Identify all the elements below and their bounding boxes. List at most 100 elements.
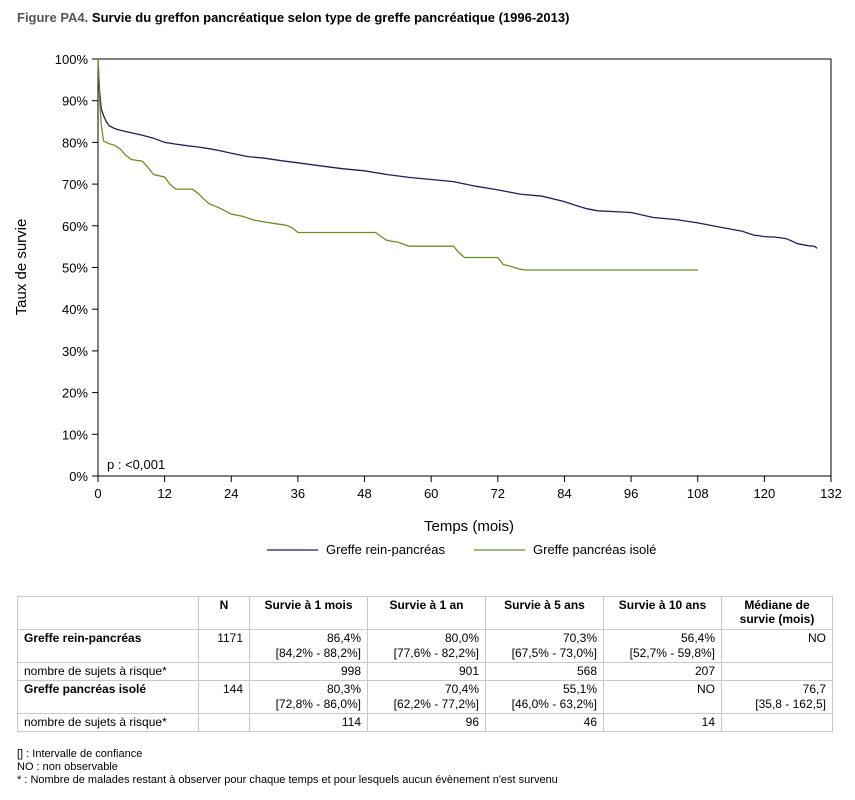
- figure-label: Figure PA4.: [17, 10, 89, 25]
- x-tick-label: 60: [424, 486, 438, 501]
- cell-ci: [67,5% - 73,0%]: [511, 646, 597, 660]
- y-tick-label: 60%: [62, 219, 88, 234]
- cell-ci: [35,8 - 162,5]: [755, 697, 826, 711]
- cell-ci: [46,0% - 63,2%]: [511, 697, 597, 711]
- plot-frame: [97, 58, 832, 477]
- cell-1-month: 114: [249, 713, 368, 732]
- table-header-5-years: Survie à 5 ans: [485, 596, 604, 630]
- cell-5-years: 70,3% [67,5% - 73,0%]: [485, 629, 604, 663]
- cell-value: 80,3%: [326, 682, 361, 696]
- cell-5-years: 568: [485, 662, 604, 681]
- table-header-1-year: Survie à 1 an: [367, 596, 486, 630]
- table-header-n: N: [198, 596, 250, 630]
- x-tick-label: 132: [820, 486, 842, 501]
- x-tick-label: 72: [491, 486, 505, 501]
- cell-n: 1171: [198, 629, 250, 663]
- x-tick-label: 0: [94, 486, 101, 501]
- y-tick-label: 90%: [62, 94, 88, 109]
- cell-1-year: 70,4% [62,2% - 77,2%]: [367, 680, 486, 714]
- survival-table: N Survie à 1 mois Survie à 1 an Survie à…: [17, 596, 833, 732]
- cell-n: 144: [198, 680, 250, 714]
- series-line-rein-pancreas: [97, 58, 818, 249]
- y-tick-label: 80%: [62, 135, 88, 150]
- figure-title: Figure PA4. Survie du greffon pancréatiq…: [17, 10, 569, 25]
- y-tick-label: 100%: [55, 52, 89, 67]
- table-row: nombre de sujets à risque* 998 901 568 2…: [17, 662, 833, 681]
- legend: Greffe rein-pancréas Greffe pancréas iso…: [267, 542, 656, 557]
- cell-value: NO: [697, 682, 715, 696]
- cell-median: NO: [721, 629, 833, 663]
- cell-value: NO: [808, 631, 826, 645]
- legend-label-pancreas-isole: Greffe pancréas isolé: [533, 542, 656, 557]
- x-tick-label: 108: [687, 486, 709, 501]
- cell-ci: [52,7% - 59,8%]: [629, 646, 715, 660]
- x-tick-label: 96: [624, 486, 638, 501]
- x-tick-label: 84: [557, 486, 571, 501]
- cell-n: [198, 713, 250, 732]
- cell-ci: [62,2% - 77,2%]: [393, 697, 479, 711]
- cell-value: 80,0%: [444, 631, 479, 645]
- figure-title-text: Survie du greffon pancréatique selon typ…: [91, 10, 570, 25]
- cell-1-month: 80,3% [72,8% - 86,0%]: [249, 680, 368, 714]
- cell-value: 70,3%: [562, 631, 597, 645]
- cell-1-month: 998: [249, 662, 368, 681]
- table-header-1-month: Survie à 1 mois: [249, 596, 368, 630]
- p-value-annotation: p : <0,001: [107, 457, 165, 472]
- row-label: nombre de sujets à risque*: [17, 662, 199, 681]
- cell-1-year: 96: [367, 713, 486, 732]
- cell-10-years: 207: [603, 662, 722, 681]
- x-tick-label: 48: [357, 486, 371, 501]
- cell-1-year: 80,0% [77,6% - 82,2%]: [367, 629, 486, 663]
- cell-value: 86,4%: [326, 631, 361, 645]
- table-header-row: N Survie à 1 mois Survie à 1 an Survie à…: [17, 596, 833, 630]
- table-header-empty: [17, 596, 199, 630]
- cell-median: 76,7 [35,8 - 162,5]: [721, 680, 833, 714]
- y-tick-label: 40%: [62, 302, 88, 317]
- series-lines: [97, 58, 818, 271]
- footnotes: [] : Intervalle de confiance NO : non ob…: [17, 748, 558, 787]
- cell-value: 56,4%: [680, 631, 715, 645]
- y-tick-label: 0%: [69, 469, 88, 484]
- x-tick-label: 12: [157, 486, 171, 501]
- x-tick-label: 36: [291, 486, 305, 501]
- cell-value: 70,4%: [444, 682, 479, 696]
- cell-median: [721, 662, 833, 681]
- cell-10-years: 14: [603, 713, 722, 732]
- y-tick-label: 30%: [62, 344, 88, 359]
- footnote-no: NO : non observable: [17, 761, 118, 773]
- table-header-10-years: Survie à 10 ans: [603, 596, 722, 630]
- row-label: Greffe pancréas isolé: [17, 680, 199, 714]
- table-row: nombre de sujets à risque* 114 96 46 14: [17, 713, 833, 732]
- x-tick-label: 120: [754, 486, 776, 501]
- row-label: Greffe rein-pancréas: [17, 629, 199, 663]
- footnote-ci: [] : Intervalle de confiance: [17, 748, 143, 760]
- cell-n: [198, 662, 250, 681]
- table-header-median: Médiane de survie (mois): [721, 596, 833, 630]
- table-row: Greffe rein-pancréas 1171 86,4% [84,2% - …: [17, 629, 833, 663]
- cell-value: 76,7: [802, 682, 826, 696]
- x-axis-title: Temps (mois): [424, 518, 514, 535]
- x-tick-label: 24: [224, 486, 238, 501]
- y-tick-label: 10%: [62, 427, 88, 442]
- footnote-at-risk: * : Nombre de malades restant à observer…: [17, 774, 558, 786]
- cell-5-years: 46: [485, 713, 604, 732]
- cell-median: [721, 713, 833, 732]
- cell-ci: [72,8% - 86,0%]: [275, 697, 361, 711]
- y-tick-label: 20%: [62, 386, 88, 401]
- y-axis: 0% 10% 20% 30% 40% 50% 60% 70% 80% 90% 100%: [55, 52, 98, 484]
- cell-5-years: 55,1% [46,0% - 63,2%]: [485, 680, 604, 714]
- cell-ci: [77,6% - 82,2%]: [393, 646, 479, 660]
- cell-1-year: 901: [367, 662, 486, 681]
- cell-10-years: 56,4% [52,7% - 59,8%]: [603, 629, 722, 663]
- y-axis-title: Taux de survie: [13, 219, 30, 316]
- cell-1-month: 86,4% [84,2% - 88,2%]: [249, 629, 368, 663]
- y-tick-label: 50%: [62, 261, 88, 276]
- y-tick-label: 70%: [62, 177, 88, 192]
- series-line-pancreas-isole: [97, 58, 698, 271]
- cell-10-years: NO: [603, 680, 722, 714]
- cell-value: 55,1%: [562, 682, 597, 696]
- cell-ci: [84,2% - 88,2%]: [275, 646, 361, 660]
- legend-label-rein-pancreas: Greffe rein-pancréas: [326, 542, 445, 557]
- table-row: Greffe pancréas isolé 144 80,3% [72,8% - …: [17, 680, 833, 714]
- x-axis: 0 12 24 36 48 60 72 84 96 108 120 132: [94, 476, 842, 501]
